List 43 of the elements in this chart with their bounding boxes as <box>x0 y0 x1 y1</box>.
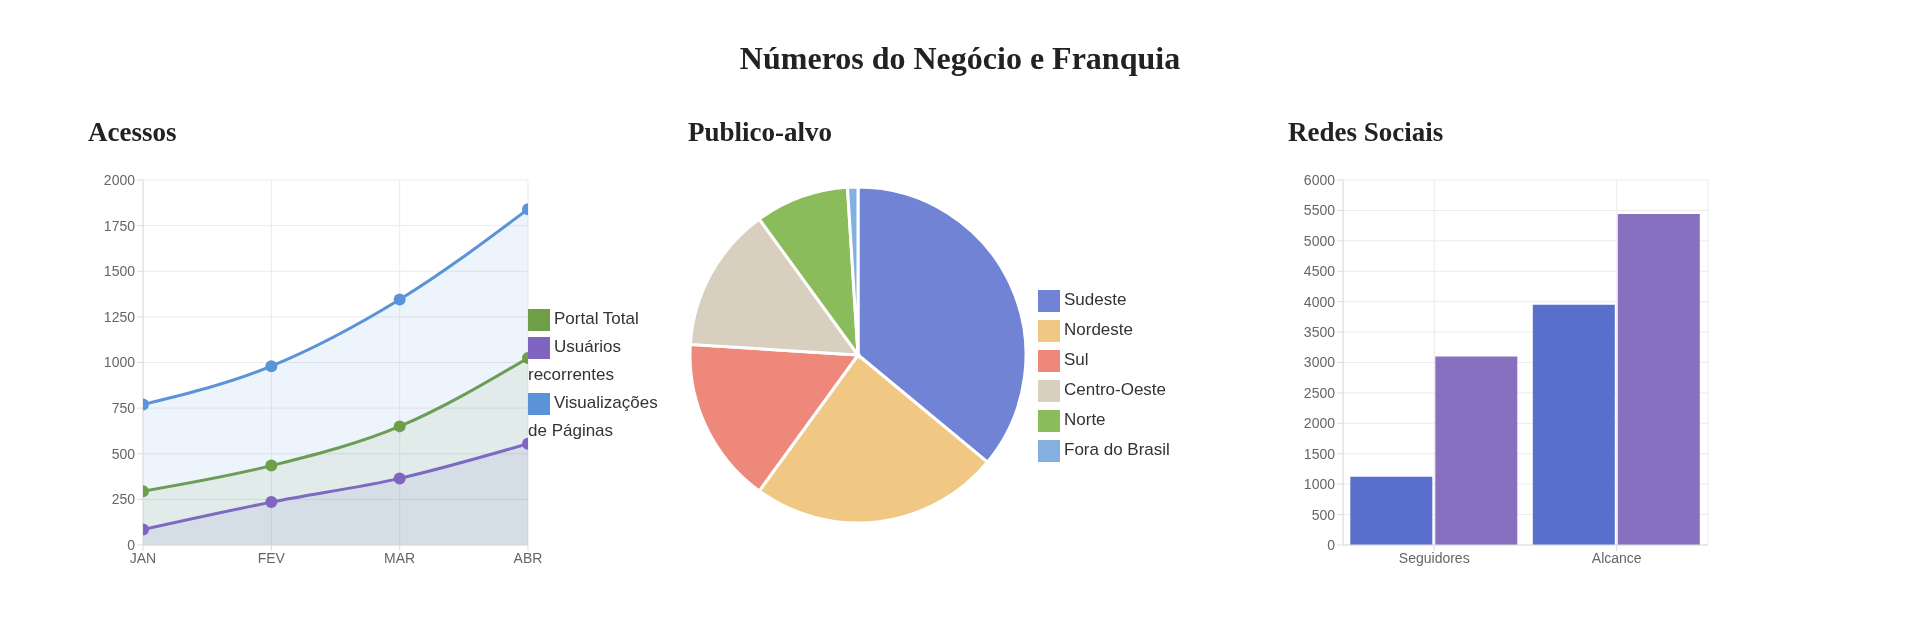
x-tick-label: FEV <box>257 549 286 566</box>
legend-label: Portal Total <box>554 309 639 328</box>
y-tick-label: 4000 <box>1303 293 1336 310</box>
y-tick-label: 0 <box>1327 536 1336 553</box>
y-tick-label: 1000 <box>1303 476 1336 493</box>
legend-label: Nordeste <box>1064 320 1133 339</box>
bar <box>1350 476 1433 545</box>
y-tick-label: 1500 <box>103 263 136 280</box>
y-tick-label: 1750 <box>103 217 136 234</box>
series-label: Visualizações de Páginas <box>528 393 658 440</box>
y-tick-label: 4500 <box>1303 263 1336 280</box>
y-tick-label: 3500 <box>1303 324 1336 341</box>
y-tick-label: 5000 <box>1303 232 1336 249</box>
bar <box>1435 356 1518 545</box>
y-tick-label: 5500 <box>1303 202 1336 219</box>
y-tick-label: 500 <box>1311 506 1336 523</box>
y-tick-label: 1000 <box>103 354 136 371</box>
x-tick-label: Alcance <box>1591 549 1642 566</box>
chart-title: Publico-alvo <box>688 117 833 148</box>
y-tick-label: 6000 <box>1303 171 1336 188</box>
y-tick-label: 250 <box>111 491 136 508</box>
chart-title: Acessos <box>88 117 178 148</box>
y-tick-label: 1500 <box>1303 445 1336 462</box>
x-tick-label: Seguidores <box>1398 549 1470 566</box>
y-tick-label: 2500 <box>1303 384 1336 401</box>
bar <box>1617 214 1700 545</box>
x-tick-label: MAR <box>384 549 416 566</box>
y-tick-label: 1250 <box>103 308 136 325</box>
y-tick-label: 3000 <box>1303 354 1336 371</box>
chart-title: Redes Sociais <box>1288 117 1445 148</box>
x-tick-label: ABR <box>513 549 543 566</box>
legend-label: Sudeste <box>1064 290 1127 309</box>
legend-label: Fora do Brasil <box>1064 440 1170 459</box>
y-tick-label: 750 <box>111 400 136 417</box>
legend-label: Norte <box>1064 410 1106 429</box>
y-tick-label: 2000 <box>103 171 136 188</box>
bar <box>1532 304 1615 545</box>
legend-label: Usuários recorrentes <box>528 337 622 384</box>
legend-label: Centro-Oeste <box>1064 380 1167 399</box>
y-tick-label: 2000 <box>1303 415 1336 432</box>
text: Números do Negócio e Franquia <box>738 39 1182 78</box>
legend-label: Sul <box>1064 350 1089 369</box>
y-tick-label: 500 <box>111 445 136 462</box>
